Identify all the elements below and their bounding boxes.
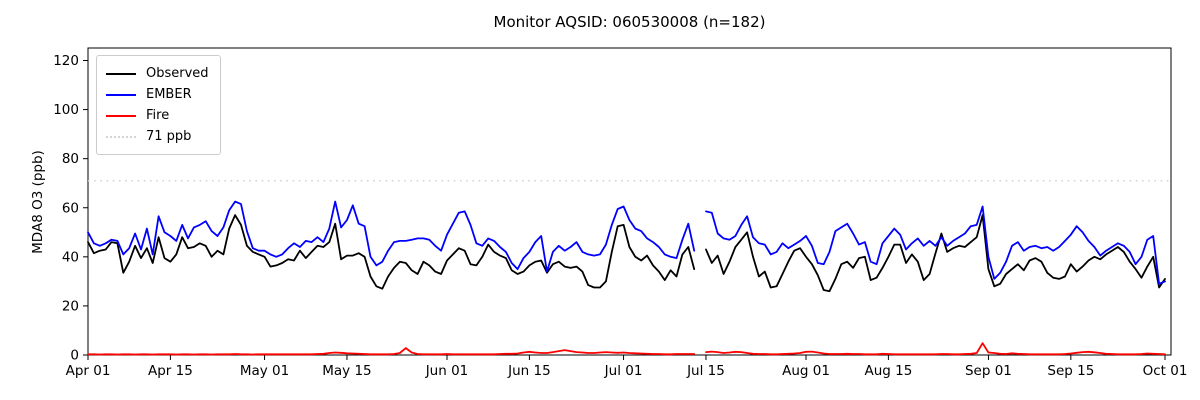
legend-item-threshold: 71 ppb <box>106 126 209 147</box>
legend-label-fire: Fire <box>146 108 170 123</box>
fire-line-swatch <box>106 114 136 117</box>
svg-text:May 01: May 01 <box>240 363 289 379</box>
svg-text:Sep 15: Sep 15 <box>1047 363 1094 379</box>
svg-text:Sep 01: Sep 01 <box>965 363 1012 379</box>
svg-text:Jul 01: Jul 01 <box>604 363 643 379</box>
svg-text:80: 80 <box>62 151 79 167</box>
svg-text:Aug 01: Aug 01 <box>782 363 830 379</box>
svg-text:Aug 15: Aug 15 <box>864 363 912 379</box>
svg-text:0: 0 <box>70 348 79 364</box>
legend: Observed EMBER Fire 71 ppb <box>96 55 221 155</box>
chart-title: Monitor AQSID: 060530008 (n=182) <box>493 13 766 31</box>
svg-text:Apr 01: Apr 01 <box>66 363 111 379</box>
threshold-line-swatch <box>106 135 136 138</box>
ember-line-swatch <box>106 93 136 96</box>
observed-line-swatch <box>106 72 136 75</box>
svg-text:Jun 15: Jun 15 <box>507 363 551 379</box>
svg-text:100: 100 <box>53 102 79 118</box>
svg-text:Apr 15: Apr 15 <box>148 363 193 379</box>
legend-label-threshold: 71 ppb <box>146 129 192 144</box>
legend-label-observed: Observed <box>146 66 209 81</box>
legend-item-ember: EMBER <box>106 84 209 105</box>
svg-text:40: 40 <box>62 249 79 265</box>
svg-text:May 15: May 15 <box>322 363 371 379</box>
legend-item-fire: Fire <box>106 105 209 126</box>
legend-item-observed: Observed <box>106 63 209 84</box>
svg-text:60: 60 <box>62 200 79 216</box>
svg-text:Oct 01: Oct 01 <box>1143 363 1188 379</box>
svg-text:Jun 01: Jun 01 <box>425 363 469 379</box>
svg-text:20: 20 <box>62 298 79 314</box>
svg-text:120: 120 <box>53 53 79 69</box>
svg-text:Jul 15: Jul 15 <box>686 363 725 379</box>
legend-label-ember: EMBER <box>146 87 192 102</box>
